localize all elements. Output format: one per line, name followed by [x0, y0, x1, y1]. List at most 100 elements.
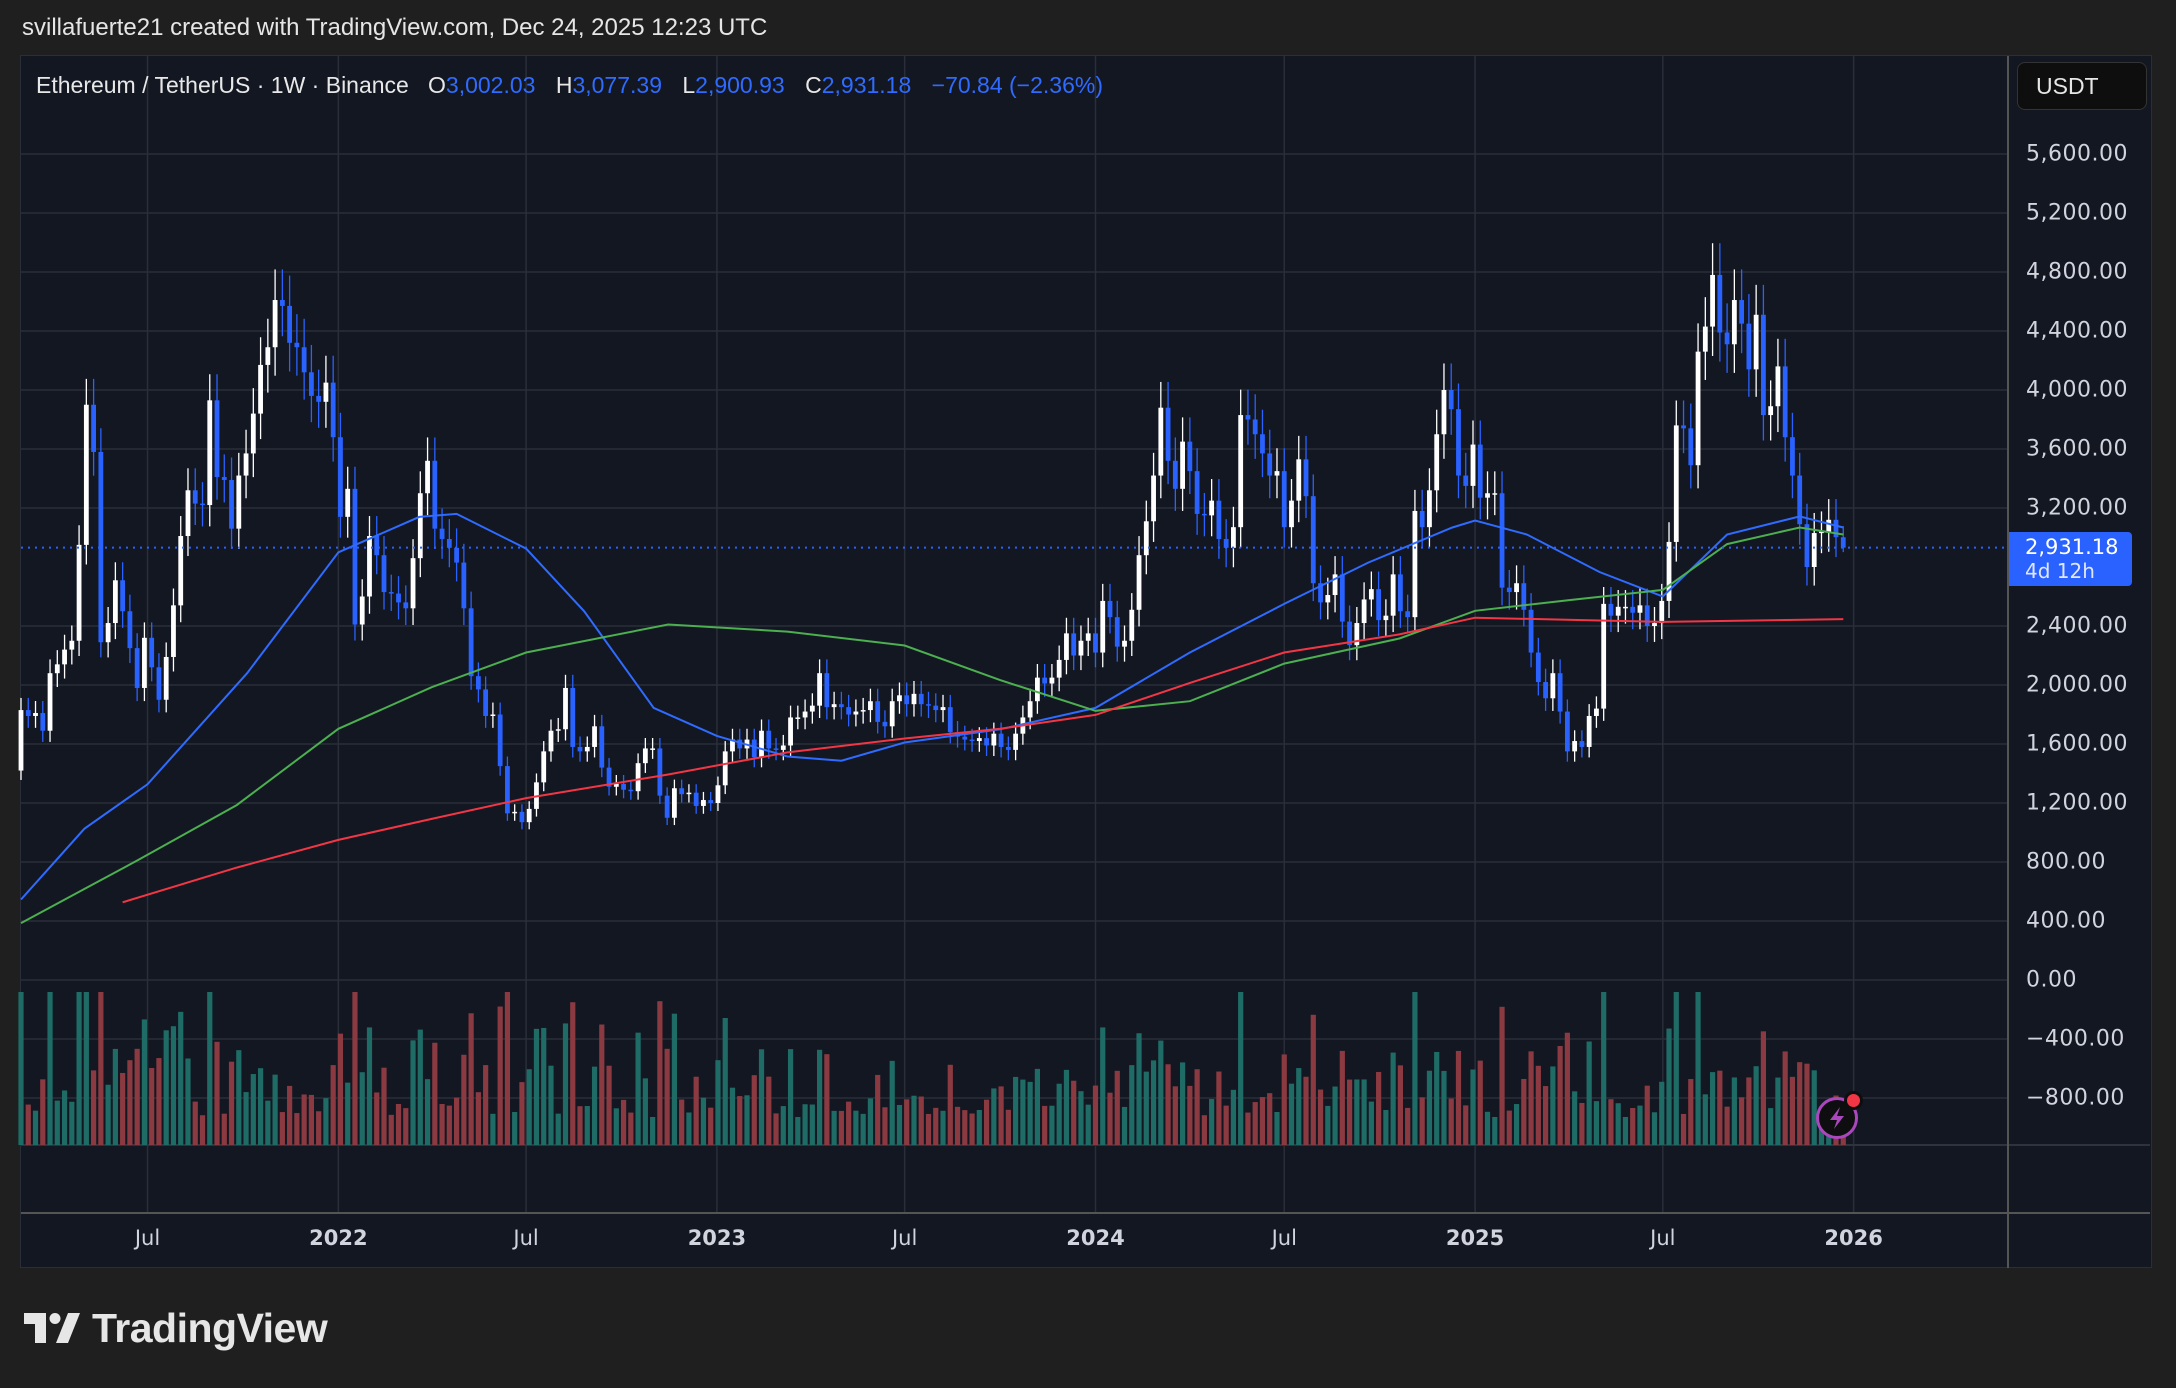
volume-bar [1775, 1077, 1781, 1145]
candle-body [461, 562, 467, 609]
currency-button[interactable]: USDT [2017, 62, 2147, 110]
tradingview-logo[interactable]: TradingView [24, 1303, 328, 1353]
candle-body [860, 710, 866, 712]
candle-body [555, 729, 561, 731]
volume-bar [47, 992, 53, 1145]
volume-bar [925, 1113, 932, 1145]
volume-bar [1426, 1070, 1433, 1145]
candle-body [904, 695, 910, 705]
volume-bar [969, 1113, 975, 1145]
candle-body [1623, 606, 1628, 609]
change-value: −70.84 (−2.36%) [931, 72, 1103, 98]
candle-body [1731, 300, 1737, 345]
current-price-tag: 2,931.18 4d 12h [2009, 531, 2132, 586]
volume-bar [838, 1110, 844, 1145]
candle-body [664, 795, 670, 818]
candle-body [323, 382, 329, 402]
volume-bar [112, 1048, 118, 1145]
volume-bar [962, 1110, 968, 1145]
candle-body [490, 714, 496, 716]
candle-body [1528, 609, 1534, 653]
low-label: L [682, 72, 696, 98]
volume-bar [1005, 1109, 1011, 1145]
chart-pane[interactable] [20, 55, 2152, 1268]
volume-bar [1296, 1068, 1302, 1145]
candle-body [897, 695, 902, 702]
candle-body [1354, 623, 1360, 646]
volume-bar [1303, 1076, 1309, 1145]
candle-body [1114, 617, 1120, 647]
volume-bar [40, 1079, 46, 1145]
volume-bar [1165, 1064, 1171, 1145]
volume-bar [1702, 1094, 1708, 1145]
volume-bar [1550, 1066, 1556, 1145]
candle-body [192, 490, 198, 504]
candle-body [1833, 519, 1839, 538]
volume-bar [1644, 1085, 1650, 1145]
candle-body [998, 733, 1004, 747]
candle-body [1201, 513, 1207, 516]
candle-body [1710, 274, 1715, 327]
volume-bar [178, 1011, 184, 1145]
volume-bar [207, 992, 213, 1145]
volume-bar [134, 1048, 140, 1145]
candle-body [1172, 460, 1178, 489]
candle-body [258, 364, 263, 414]
volume-bar [1448, 1098, 1454, 1145]
volume-bar [1608, 1099, 1614, 1145]
candle-body [1702, 326, 1708, 352]
candle-body [309, 372, 314, 396]
volume-bar [555, 1113, 561, 1145]
price-tick-label: 4,400.00 [2026, 318, 2128, 344]
candle-body [599, 726, 605, 768]
symbol-legend: Ethereum / TetherUS · 1W · Binance O3,00… [36, 72, 1117, 99]
volume-bar [1071, 1080, 1077, 1145]
candle-body [1470, 444, 1476, 486]
candle-body [751, 739, 757, 758]
volume-bar [642, 1078, 648, 1145]
volume-bar [1535, 1065, 1541, 1145]
candle-body [1325, 595, 1331, 603]
moving-average-green [20, 526, 1844, 924]
candle-body [1368, 589, 1374, 600]
candle-body [1252, 419, 1258, 435]
volume-bar [417, 1029, 423, 1145]
symbol-title[interactable]: Ethereum / TetherUS · 1W · Binance [36, 72, 409, 98]
time-tick-label: 2022 [309, 1226, 368, 1250]
candle-body [592, 726, 597, 747]
volume-bar [1477, 1060, 1483, 1145]
volume-bar [1622, 1117, 1629, 1145]
volume-bar [1484, 1111, 1491, 1145]
candle-body [1332, 574, 1338, 596]
candle-body [809, 705, 815, 712]
candle-body [824, 673, 830, 708]
volume-bar [1513, 1104, 1520, 1145]
volume-bar [1361, 1079, 1367, 1145]
volume-bar [1085, 1104, 1091, 1145]
volume-bar [512, 1111, 518, 1145]
candle-body [468, 608, 474, 677]
volume-bar [352, 992, 358, 1145]
volume-bar [1114, 1070, 1120, 1145]
candle-body [1231, 527, 1236, 548]
candle-body [838, 704, 844, 708]
candle-body [388, 592, 394, 594]
candle-body [1078, 640, 1084, 656]
candle-body [1035, 677, 1040, 702]
volume-bar [1782, 1051, 1788, 1145]
volume-bar [1063, 1069, 1070, 1145]
volume-bar [1281, 1054, 1287, 1145]
alerts-lightning-button[interactable] [1816, 1091, 1863, 1139]
candle-body [1557, 673, 1563, 712]
volume-bar [954, 1106, 961, 1145]
volume-bar [787, 1049, 794, 1145]
volume-bar [1564, 1032, 1570, 1145]
volume-bar [773, 1113, 779, 1145]
candle-body [831, 704, 837, 708]
time-tick-label: Jul [891, 1226, 918, 1250]
volume-bar [599, 1024, 605, 1145]
candle-body [1143, 521, 1149, 556]
candle-body [1223, 538, 1229, 548]
candle-body [98, 451, 104, 643]
